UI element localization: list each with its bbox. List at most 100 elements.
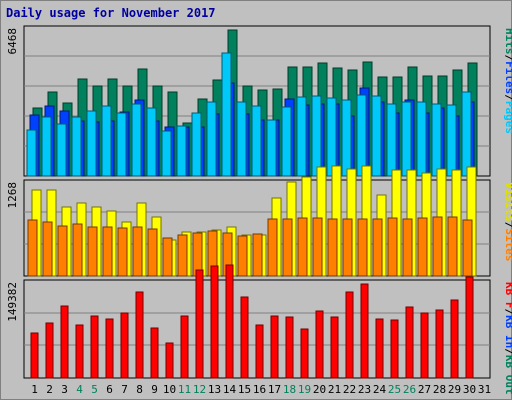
bar-kb-f-day-25 xyxy=(390,319,399,379)
bar-kb-f-day-27 xyxy=(420,312,429,379)
legend-entry: / xyxy=(503,94,512,101)
x-tick-label: 14 xyxy=(223,383,237,396)
x-tick-label: 25 xyxy=(388,383,401,396)
bar-kb-f-day-2 xyxy=(45,322,54,379)
bar-kb-f-day-11 xyxy=(180,315,189,379)
x-tick-label: 11 xyxy=(178,383,191,396)
bar-pages-day-18 xyxy=(281,106,292,177)
chart-title: Daily usage for November 2017 xyxy=(6,6,216,20)
legend-entry: / xyxy=(503,348,512,355)
bar-pages-day-27 xyxy=(416,101,427,177)
bar-kb-f-day-6 xyxy=(105,318,114,379)
bar-kb-f-day-28 xyxy=(435,309,444,379)
x-tick-label: 7 xyxy=(121,383,128,396)
bar-kb-f-day-18 xyxy=(285,316,294,379)
legend-kbytes: KB F/KB In/KB Out xyxy=(503,282,512,395)
x-tick-label: 22 xyxy=(343,383,356,396)
x-tick-label: 31 xyxy=(478,383,491,396)
bar-sites-day-21 xyxy=(327,218,338,277)
bar-kb-f-day-10 xyxy=(165,342,174,379)
bar-kb-f-day-30 xyxy=(465,276,474,379)
x-tick-label: 30 xyxy=(463,383,476,396)
bar-sites-day-9 xyxy=(147,228,158,277)
bar-kb-f-day-24 xyxy=(375,318,384,379)
legend-entry: KB In xyxy=(503,315,512,348)
bar-sites-day-26 xyxy=(402,218,413,277)
bar-pages-day-30 xyxy=(461,91,472,177)
bar-kb-f-day-26 xyxy=(405,306,414,379)
y-max-label-visits-sites: 1268 xyxy=(6,182,19,209)
bar-pages-day-4 xyxy=(71,116,82,177)
bar-kb-f-day-4 xyxy=(75,324,84,379)
bar-sites-day-30 xyxy=(462,219,473,277)
bar-pages-day-17 xyxy=(266,119,277,177)
x-tick-label: 13 xyxy=(208,383,221,396)
x-tick-label: 24 xyxy=(373,383,387,396)
bar-kb-f-day-13 xyxy=(210,265,219,379)
bar-sites-day-20 xyxy=(312,217,323,277)
legend-entry: KB Out xyxy=(503,355,512,395)
legend-entry: Hits xyxy=(503,28,512,55)
bar-sites-day-7 xyxy=(117,227,128,277)
bar-pages-day-19 xyxy=(296,96,307,177)
bar-pages-day-2 xyxy=(41,116,52,177)
bar-sites-day-24 xyxy=(372,218,383,277)
bar-kb-f-day-16 xyxy=(255,324,264,379)
bar-kb-f-day-5 xyxy=(90,315,99,379)
bar-pages-day-28 xyxy=(431,103,442,177)
x-tick-label: 20 xyxy=(313,383,326,396)
bar-pages-day-1 xyxy=(26,129,37,177)
x-tick-label: 23 xyxy=(358,383,371,396)
bar-pages-day-20 xyxy=(311,95,322,177)
bar-pages-day-22 xyxy=(341,99,352,177)
bar-sites-day-23 xyxy=(357,218,368,277)
bar-pages-day-16 xyxy=(251,105,262,177)
bar-pages-day-13 xyxy=(206,101,217,177)
bar-kb-f-day-29 xyxy=(450,299,459,379)
bar-kb-f-day-7 xyxy=(120,312,129,379)
bar-sites-day-2 xyxy=(42,221,53,277)
bar-kb-f-day-17 xyxy=(270,315,279,379)
y-max-label-hits-files-pages: 6468 xyxy=(6,28,19,55)
bar-kb-f-day-1 xyxy=(30,332,39,379)
legend-hits-files-pages: Hits/Files/Pages xyxy=(503,28,512,134)
bar-sites-day-17 xyxy=(267,218,278,277)
y-max-label-kbytes: 149382 xyxy=(6,282,19,322)
x-tick-label: 12 xyxy=(193,383,206,396)
legend-entry: Files xyxy=(503,61,512,94)
x-tick-label: 27 xyxy=(418,383,431,396)
bar-kb-f-day-8 xyxy=(135,291,144,379)
bar-sites-day-19 xyxy=(297,217,308,277)
bar-sites-day-29 xyxy=(447,216,458,277)
bar-sites-day-27 xyxy=(417,217,428,277)
x-tick-label: 16 xyxy=(253,383,266,396)
bar-kb-f-day-9 xyxy=(150,327,159,379)
bar-sites-day-28 xyxy=(432,216,443,277)
bar-kb-f-day-20 xyxy=(315,310,324,379)
bar-pages-day-12 xyxy=(191,112,202,177)
bar-pages-day-21 xyxy=(326,97,337,177)
bar-pages-day-15 xyxy=(236,101,247,177)
legend-entry: Pages xyxy=(503,101,512,134)
bar-sites-day-11 xyxy=(177,234,188,277)
bar-pages-day-23 xyxy=(356,94,367,177)
bar-kb-f-day-12 xyxy=(195,269,204,379)
bar-pages-day-5 xyxy=(86,110,97,177)
legend-entry: / xyxy=(503,309,512,316)
x-tick-label: 8 xyxy=(136,383,143,396)
x-tick-label: 21 xyxy=(328,383,341,396)
x-tick-label: 4 xyxy=(76,383,83,396)
x-tick-label: 26 xyxy=(403,383,416,396)
x-tick-label: 15 xyxy=(238,383,251,396)
bar-pages-day-8 xyxy=(131,103,142,177)
bar-pages-day-26 xyxy=(401,101,412,177)
bar-kb-f-day-15 xyxy=(240,296,249,379)
bar-kb-f-day-3 xyxy=(60,305,69,379)
bar-pages-day-3 xyxy=(56,123,67,177)
bar-pages-day-7 xyxy=(116,112,127,177)
bar-pages-day-29 xyxy=(446,104,457,177)
bar-kb-f-day-14 xyxy=(225,264,234,379)
bar-sites-day-16 xyxy=(252,233,263,277)
legend-entry: Visits xyxy=(503,182,512,222)
